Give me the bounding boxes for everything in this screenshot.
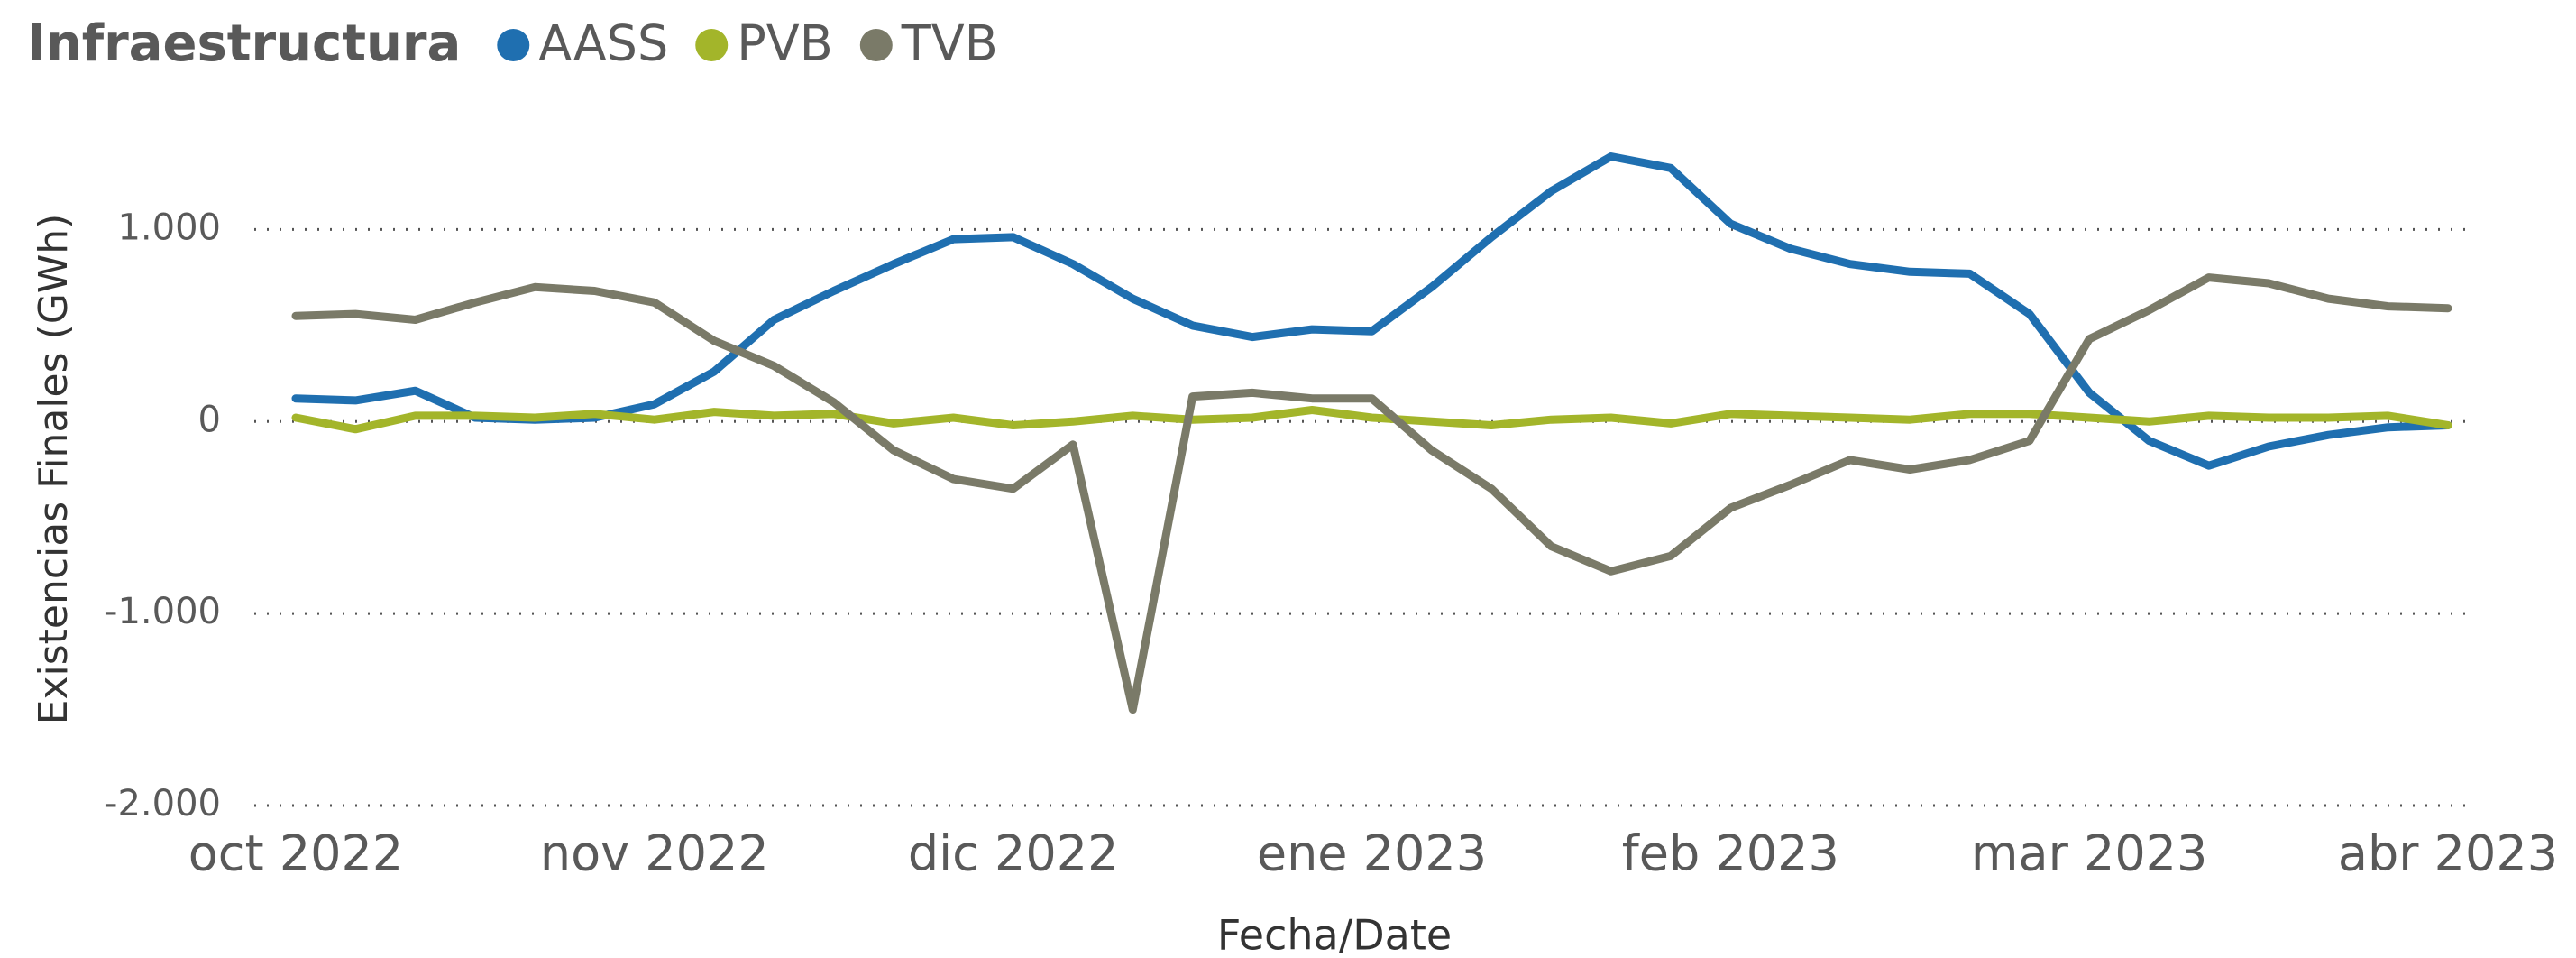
x-axis-title: Fecha/Date — [1217, 911, 1452, 958]
y-axis-title: Existencias Finales (GWh) — [31, 214, 77, 725]
series-line — [291, 152, 2452, 470]
legend-title: Infraestructura — [27, 14, 461, 73]
legend-label: PVB — [737, 15, 833, 72]
x-tick-label: nov 2022 — [540, 825, 769, 882]
y-tick-label: -2.000 — [105, 783, 221, 824]
legend-label: AASS — [538, 15, 668, 72]
x-tick-label: mar 2023 — [1971, 825, 2208, 882]
y-tick-label: 0 — [198, 399, 221, 440]
legend-marker — [859, 29, 893, 61]
x-tick-label: feb 2023 — [1622, 825, 1839, 882]
x-tick-label: ene 2023 — [1257, 825, 1487, 882]
y-tick-label: -1.000 — [105, 591, 221, 632]
series-line — [291, 273, 2452, 714]
y-tick-label: 1.000 — [117, 207, 221, 248]
x-tick-label: dic 2022 — [908, 825, 1119, 882]
legend-label: TVB — [901, 15, 998, 72]
legend-marker — [497, 29, 530, 61]
legend-marker — [695, 29, 729, 61]
series-line — [291, 406, 2452, 434]
x-tick-label: abr 2023 — [2338, 825, 2558, 882]
x-tick-label: oct 2022 — [188, 825, 404, 882]
